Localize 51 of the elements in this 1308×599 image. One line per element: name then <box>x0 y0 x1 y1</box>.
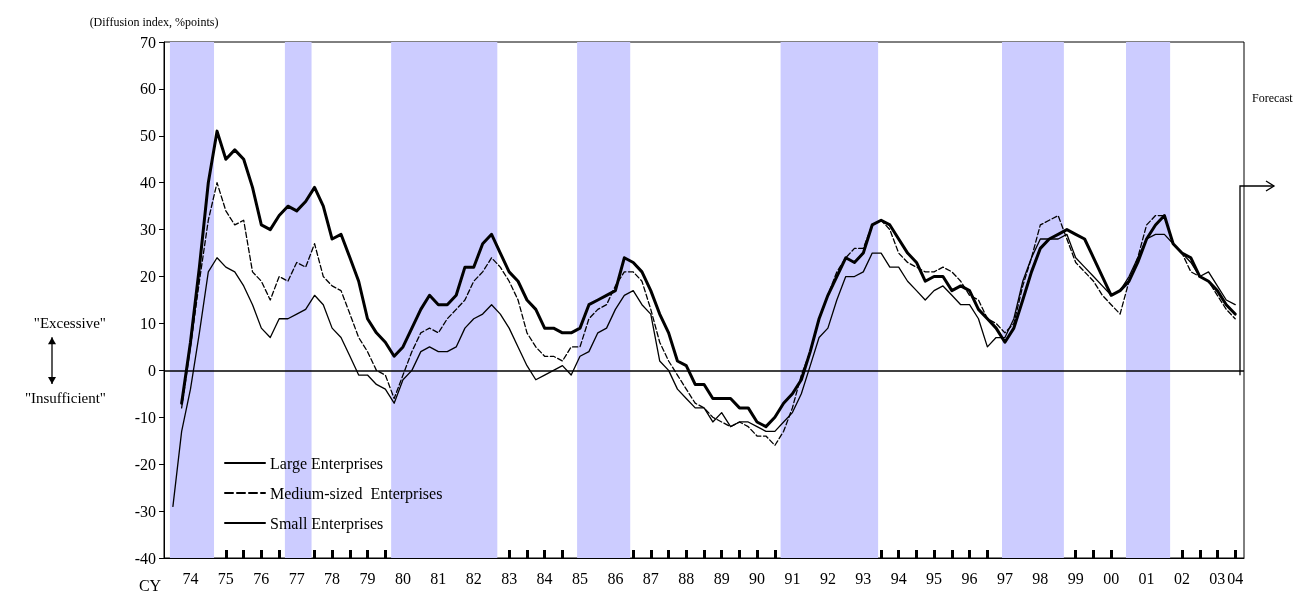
y-tick-label: 60 <box>140 80 156 98</box>
y-tick-label: 20 <box>140 268 156 286</box>
x-tick-label: 81 <box>430 569 447 587</box>
text: "Insufficient" <box>24 390 106 407</box>
x-tick-label: 83 <box>501 569 518 587</box>
legend-label: Large Enterprises <box>270 454 383 473</box>
y-tick-label: 10 <box>140 314 156 332</box>
y-tick-label: -30 <box>134 502 156 520</box>
x-tick-label: 01 <box>1138 569 1155 587</box>
y-tick-label: 50 <box>140 127 156 145</box>
x-tick-label: 76 <box>253 569 270 587</box>
x-tick-label: 97 <box>996 569 1013 587</box>
x-tick-label: 95 <box>926 569 943 587</box>
x-tick-label: 96 <box>961 569 978 587</box>
x-tick-label: 03 <box>1209 569 1226 587</box>
y-tick-label: -20 <box>134 455 156 473</box>
x-tick-label: 00 <box>1103 569 1120 587</box>
x-tick-label: 80 <box>394 569 411 587</box>
y-tick-label: 0 <box>148 361 156 379</box>
y-tick-label: -40 <box>134 549 156 567</box>
y-tick-label: 40 <box>140 174 156 192</box>
x-tick-label: 91 <box>784 569 801 587</box>
x-tick-label: 99 <box>1067 569 1084 587</box>
x-tick-label: 94 <box>890 569 907 587</box>
x-tick-label: 74 <box>182 569 199 587</box>
x-tick-label: 82 <box>465 569 482 587</box>
x-tick-label: 77 <box>288 569 305 587</box>
x-tick-label: 85 <box>572 569 588 587</box>
x-tick-label: 04 <box>1227 569 1244 587</box>
x-tick-label: 90 <box>749 569 766 587</box>
x-tick-label: 79 <box>359 569 376 587</box>
legend-label: Medium-sized Enterprises <box>270 484 443 503</box>
x-tick-label: 98 <box>1032 569 1049 587</box>
x-tick-label: 75 <box>217 569 234 587</box>
x-tick-label: 86 <box>607 569 624 587</box>
x-tick-label: 02 <box>1173 569 1190 587</box>
y-tick-label: 70 <box>140 33 156 51</box>
x-tick-label: 87 <box>642 569 659 587</box>
x-tick-label: 92 <box>819 569 836 587</box>
y-tick-label: 30 <box>140 221 156 239</box>
y-tick-label: -10 <box>134 408 156 426</box>
y-axis-title: (Diffusion index, %points) <box>89 15 219 29</box>
legend-label: Small Enterprises <box>270 514 384 533</box>
x-tick-label: 78 <box>324 569 341 587</box>
x-tick-label: 93 <box>855 569 872 587</box>
text: "Excessive" <box>33 315 106 332</box>
text: Forecast <box>1252 91 1294 105</box>
x-tick-label: 84 <box>536 569 553 587</box>
x-tick-label: 88 <box>678 569 695 587</box>
x-tick-label: 89 <box>713 569 730 587</box>
text: CY <box>138 576 162 594</box>
